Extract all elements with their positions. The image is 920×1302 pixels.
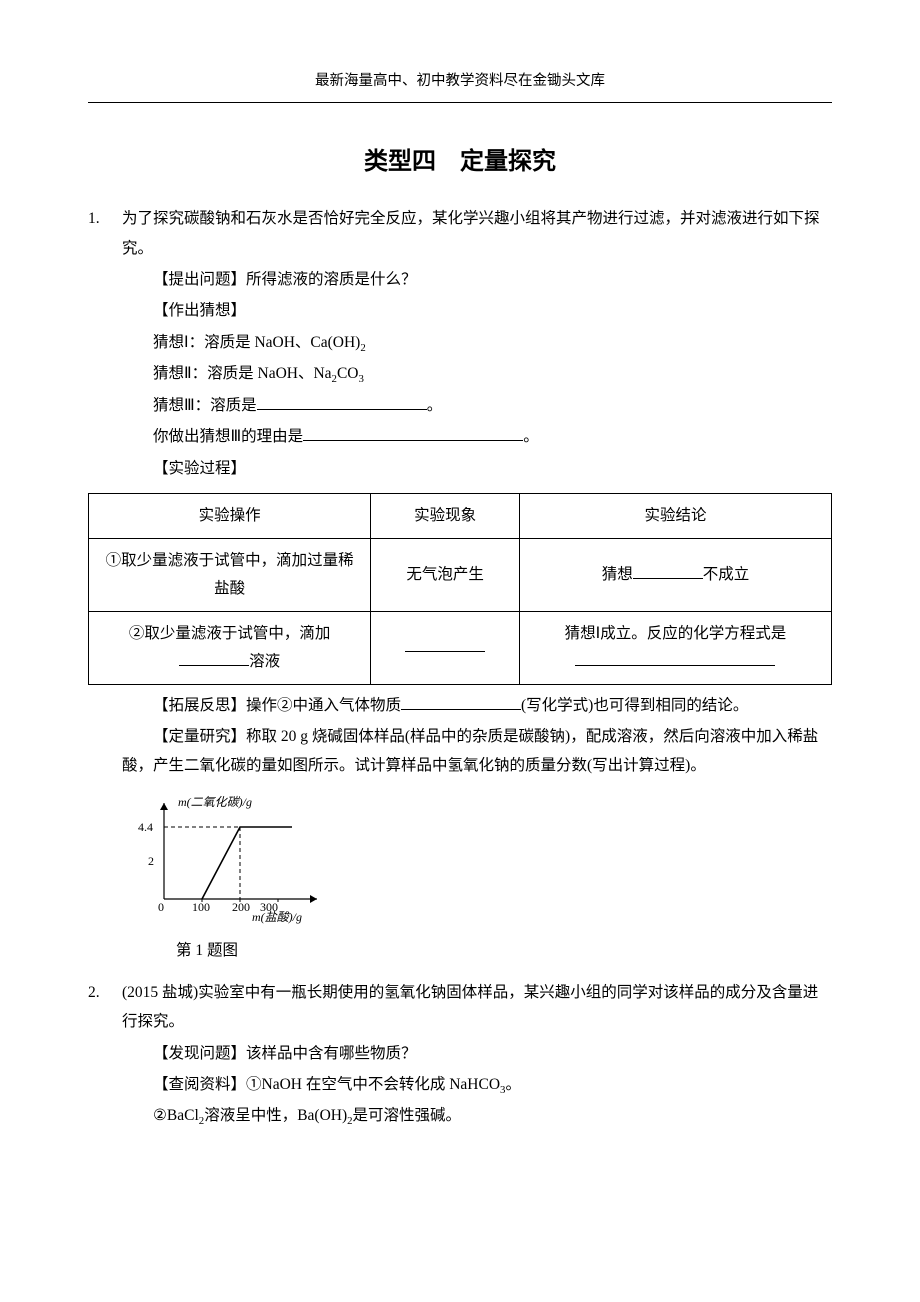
table-cell: 无气泡产生 [371, 538, 520, 611]
q1-intro: 为了探究碳酸钠和石灰水是否恰好完全反应，某化学兴趣小组将其产物进行过滤，并对滤液… [122, 204, 832, 263]
text: 【定量研究】称取 20 g 烧碱固体样品(样品中的杂质是碳酸钠)，配成溶液，然后… [122, 728, 818, 774]
section-title: 类型四 定量探究 [88, 139, 832, 185]
question-1: 1. 为了探究碳酸钠和石灰水是否恰好完全反应，某化学兴趣小组将其产物进行过滤，并… [88, 204, 832, 485]
question-number: 1. [88, 204, 122, 485]
text: 是可溶性强碱。 [353, 1107, 462, 1124]
blank [633, 562, 703, 579]
blank [575, 648, 775, 665]
table-header: 实验结论 [519, 494, 831, 539]
text: 。 [523, 428, 539, 445]
y-tick: 2 [148, 854, 154, 868]
subscript: 3 [359, 373, 364, 385]
q2-reference-1: 【查阅资料】①NaOH 在空气中不会转化成 NaHCO3。 [122, 1070, 832, 1099]
text: 溶液 [249, 653, 280, 670]
table-cell: 猜想Ⅰ成立。反应的化学方程式是 [519, 611, 831, 684]
question-2: 2. (2015 盐城)实验室中有一瓶长期使用的氢氧化钠固体样品，某兴趣小组的同… [88, 978, 832, 1133]
y-arrow-icon [160, 803, 168, 810]
text: 猜想Ⅰ成立。反应的化学方程式是 [565, 625, 787, 642]
q1-guess2: 猜想Ⅱ：溶质是 NaOH、Na2CO3 [122, 359, 832, 388]
text: 猜想Ⅱ：溶质是 NaOH、Na [153, 365, 332, 382]
table-cell: 猜想 不成立 [519, 538, 831, 611]
text: 不成立 [703, 566, 750, 583]
table-row: ①取少量滤液于试管中，滴加过量稀盐酸 无气泡产生 猜想 不成立 [89, 538, 832, 611]
question-number: 2. [88, 978, 122, 1133]
x-arrow-icon [310, 895, 317, 903]
blank [405, 634, 485, 651]
figure-caption: 第 1 题图 [176, 936, 832, 965]
y-tick: 4.4 [138, 820, 153, 834]
q1-process-label: 【实验过程】 [122, 454, 832, 483]
q1-extend: 【拓展反思】操作②中通入气体物质 (写化学式)也可得到相同的结论。 [122, 691, 832, 720]
text: ②BaCl [153, 1107, 199, 1124]
q1-pose-question: 【提出问题】所得滤液的溶质是什么？ [122, 265, 832, 294]
q1-figure: m(二氧化碳)/g m(盐酸)/g 4.4 2 0 100 200 300 [122, 789, 832, 966]
table-cell [371, 611, 520, 684]
x-tick: 300 [260, 900, 278, 914]
text: 猜想Ⅰ：溶质是 NaOH、Ca(OH) [153, 334, 360, 351]
text: 【查阅资料】①NaOH 在空气中不会转化成 NaHCO [153, 1076, 500, 1093]
q1-reason: 你做出猜想Ⅲ的理由是 。 [122, 422, 832, 451]
page-header: 最新海量高中、初中教学资料尽在金锄头文库 [88, 68, 832, 96]
q2-reference-2: ②BaCl2溶液呈中性，Ba(OH)2是可溶性强碱。 [122, 1101, 832, 1130]
blank [179, 648, 249, 665]
table-cell: ①取少量滤液于试管中，滴加过量稀盐酸 [89, 538, 371, 611]
q2-intro: (2015 盐城)实验室中有一瓶长期使用的氢氧化钠固体样品，某兴趣小组的同学对该… [122, 978, 832, 1037]
x-tick: 200 [232, 900, 250, 914]
text: ②取少量滤液于试管中，滴加 [129, 625, 331, 642]
text: 溶液呈中性，Ba(OH) [204, 1107, 347, 1124]
q1-guess3: 猜想Ⅲ：溶质是 。 [122, 391, 832, 420]
text: 猜想Ⅲ：溶质是 [153, 397, 257, 414]
data-line [202, 827, 292, 899]
x-tick: 0 [158, 900, 164, 914]
text: (写化学式)也可得到相同的结论。 [521, 697, 748, 714]
text: 你做出猜想Ⅲ的理由是 [153, 428, 303, 445]
x-tick: 100 [192, 900, 210, 914]
header-rule [88, 102, 832, 103]
subscript: 2 [360, 342, 365, 354]
text: 猜想 [602, 566, 633, 583]
table-header: 实验现象 [371, 494, 520, 539]
table-row: ②取少量滤液于试管中，滴加 溶液 猜想Ⅰ成立。反应的化学方程式是 [89, 611, 832, 684]
q1-guess-label: 【作出猜想】 [122, 296, 832, 325]
chart-svg: m(二氧化碳)/g m(盐酸)/g 4.4 2 0 100 200 300 [122, 789, 332, 924]
blank [303, 424, 523, 441]
q1-guess1: 猜想Ⅰ：溶质是 NaOH、Ca(OH)2 [122, 328, 832, 357]
blank [401, 692, 521, 709]
table-cell: ②取少量滤液于试管中，滴加 溶液 [89, 611, 371, 684]
text: 。 [505, 1076, 521, 1093]
table-header: 实验操作 [89, 494, 371, 539]
blank [257, 393, 427, 410]
y-axis-label: m(二氧化碳)/g [178, 795, 252, 809]
q1-quantitative: 【定量研究】称取 20 g 烧碱固体样品(样品中的杂质是碳酸钠)，配成溶液，然后… [122, 722, 832, 781]
experiment-table: 实验操作 实验现象 实验结论 ①取少量滤液于试管中，滴加过量稀盐酸 无气泡产生 … [88, 493, 832, 684]
text: 【拓展反思】操作②中通入气体物质 [153, 697, 401, 714]
text: CO [337, 365, 359, 382]
text: 。 [427, 397, 443, 414]
table-row: 实验操作 实验现象 实验结论 [89, 494, 832, 539]
q2-find: 【发现问题】该样品中含有哪些物质？ [122, 1039, 832, 1068]
